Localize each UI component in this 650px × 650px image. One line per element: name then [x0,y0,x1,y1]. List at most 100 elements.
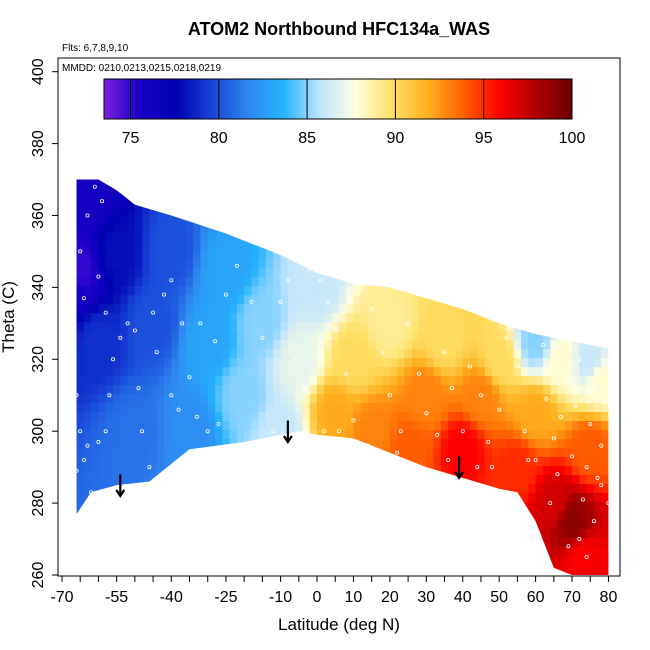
heatmap-cell [426,330,435,341]
heatmap-cell [317,573,325,575]
heatmap-cell [324,213,333,224]
heatmap-cell [455,267,464,278]
heatmap-cell [149,384,158,395]
heatmap-cell [601,169,609,179]
heatmap-cell [353,420,362,430]
heatmap-cell [433,429,442,439]
heatmap-cell [353,204,362,215]
heatmap-cell [535,258,544,269]
heatmap-cell [338,375,347,386]
heatmap-cell [404,179,413,188]
heatmap-cell [236,294,245,305]
heatmap-cell [528,456,537,466]
heatmap-cell [382,357,391,368]
heatmap-cell [338,402,347,412]
heatmap-cell [120,321,129,332]
sample-point [322,429,327,434]
heatmap-cell [440,528,449,538]
heatmap-cell [105,555,114,565]
heatmap-cell [302,330,311,341]
heatmap-cell [404,555,413,565]
sample-point [497,407,502,412]
heatmap-cell [440,213,449,224]
heatmap-cell [462,276,471,287]
sample-points [67,184,611,560]
heatmap-cell [579,240,588,251]
heatmap-cell [244,348,252,359]
heatmap-cell [608,294,609,305]
heatmap-cell [550,429,559,439]
sample-point [540,342,545,347]
heatmap-cell [397,483,406,493]
heatmap-cell [375,179,384,188]
heatmap-cell [171,348,180,359]
sample-point [577,357,582,362]
heatmap-cell [266,411,274,421]
heatmap-cell [397,375,406,386]
heatmap-cell [455,546,464,556]
heatmap-cell [557,411,566,421]
heatmap-cell [513,179,522,188]
heatmap-cell [550,474,559,484]
heatmap-cell [513,555,522,565]
heatmap-cell [178,240,187,251]
heatmap-cell [185,186,194,197]
heatmap-cell [346,222,355,233]
heatmap-cell [302,564,311,574]
heatmap-cell [185,402,194,412]
heatmap-cell [477,258,486,269]
heatmap-cell [499,537,508,547]
heatmap-cell [411,519,420,529]
heatmap-cell [273,501,282,511]
heatmap-cell [564,393,573,404]
heatmap-cell [287,179,296,188]
heatmap-cell [127,249,136,260]
heatmap-cell [178,303,187,314]
heatmap-cell [236,402,245,412]
heatmap-cell [535,195,544,206]
heatmap-cell [178,474,187,484]
heatmap-cell [535,519,544,529]
heatmap-cell [156,267,165,278]
heatmap-cell [83,339,92,350]
heatmap-cell [404,186,413,197]
heatmap-cell [419,267,427,278]
heatmap-cell [200,357,209,368]
heatmap-cell [302,429,311,439]
heatmap-cell [404,366,413,377]
heatmap-cell [149,564,158,574]
heatmap-cell [521,294,529,305]
heatmap-cell [309,366,318,377]
heatmap-cell [193,231,201,242]
heatmap-cell [178,339,187,350]
heatmap-cell [360,474,369,484]
heatmap-cell [484,537,493,547]
heatmap-cell [193,393,201,404]
heatmap-cell [287,213,296,224]
heatmap-cell [433,258,442,269]
sample-point [336,429,341,434]
heatmap-cell [513,429,522,439]
heatmap-cell [236,375,245,386]
heatmap-cell [608,276,609,287]
heatmap-cell [470,528,478,538]
heatmap-cell [572,564,580,574]
heatmap-cell [178,447,187,457]
heatmap-cell [207,222,216,233]
heatmap-cell [331,294,340,305]
heatmap-cell [113,393,121,404]
sample-point [70,493,75,498]
heatmap-cell [207,375,216,386]
heatmap-cell [200,564,209,574]
heatmap-cell [419,438,427,448]
heatmap-cell [280,492,289,502]
heatmap-cell [521,555,529,565]
heatmap-cell [470,438,478,448]
heatmap-cell [462,179,471,188]
heatmap-cell [236,267,245,278]
x-tick-label: 70 [563,589,581,606]
heatmap-cell [83,510,92,520]
sample-point [606,501,611,506]
heatmap-cell [397,501,406,511]
heatmap-cell [164,420,172,430]
